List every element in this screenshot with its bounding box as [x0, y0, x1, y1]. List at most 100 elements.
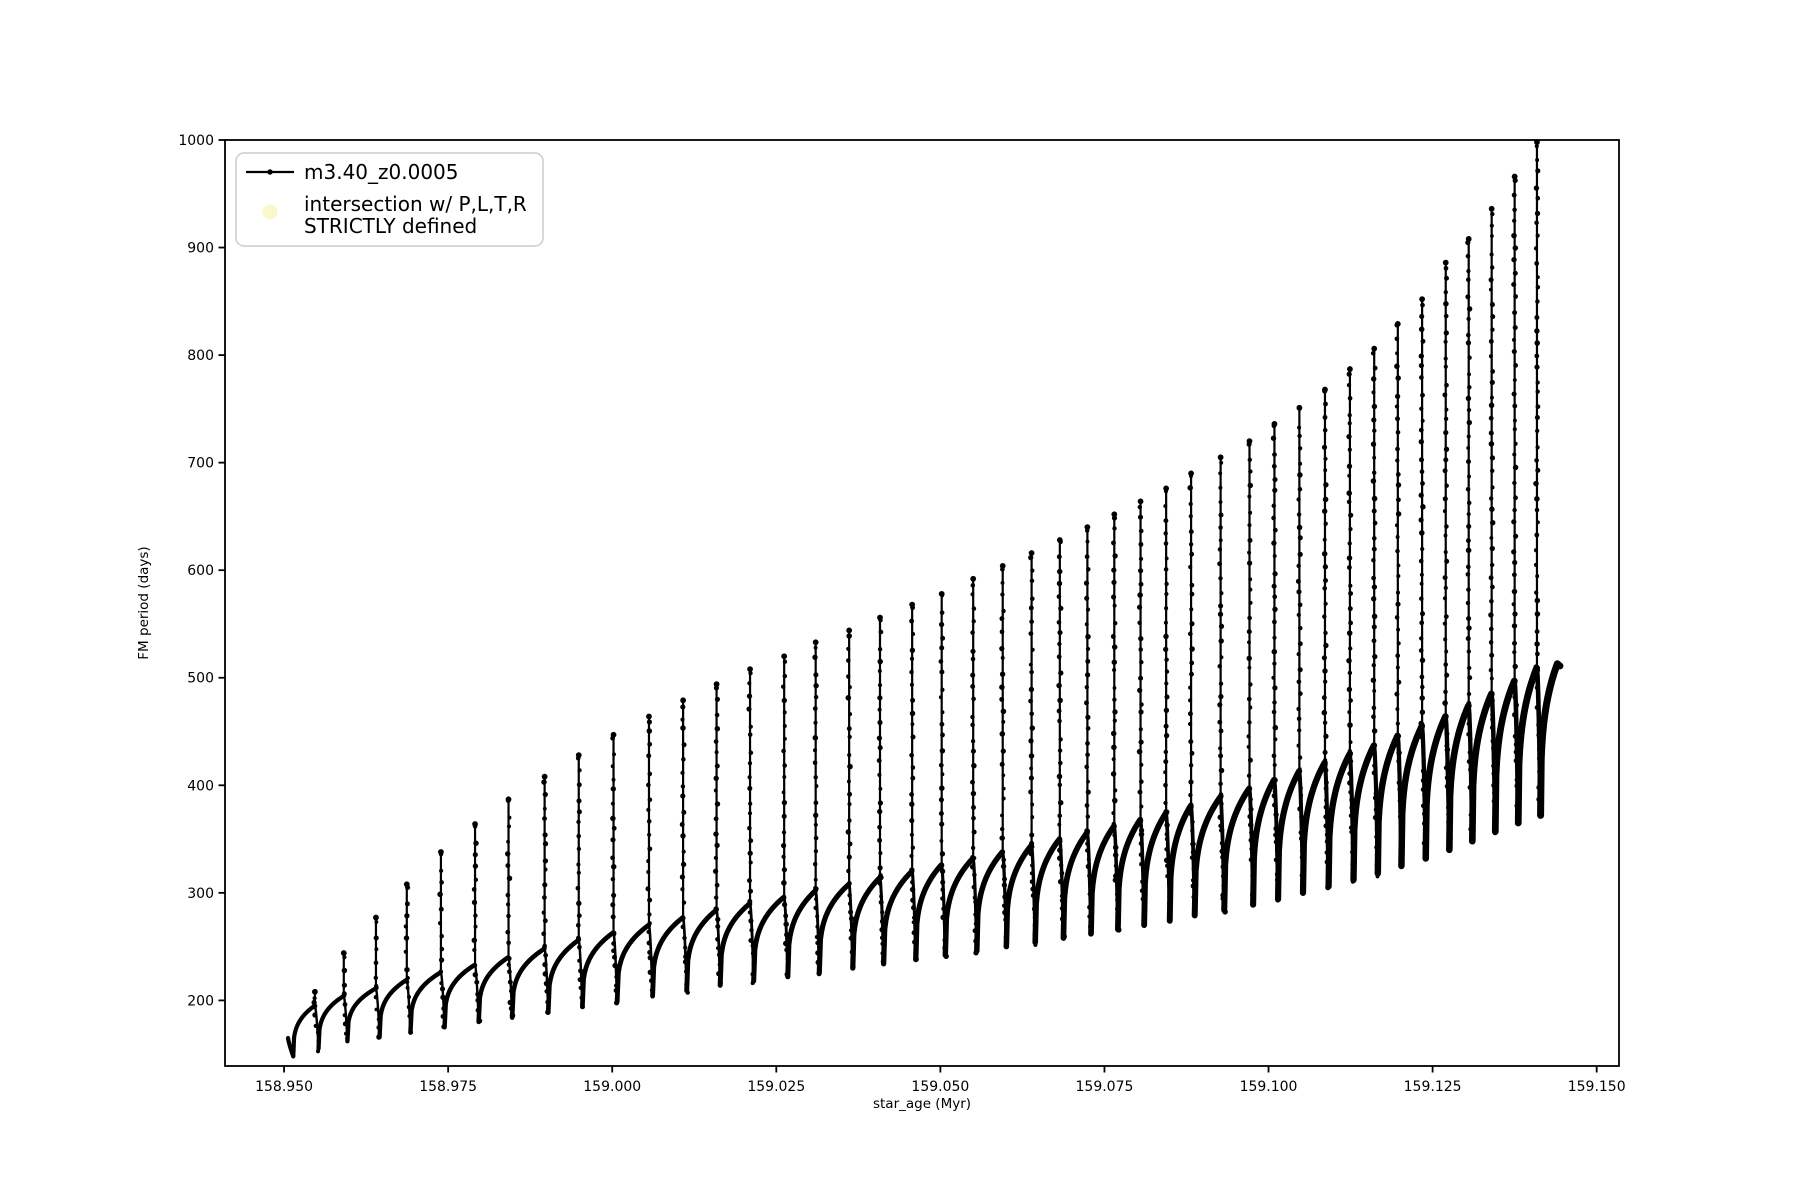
series-marker-dot — [1394, 363, 1400, 370]
series-spike-tip-dot — [999, 562, 1006, 569]
series-marker-dot — [1272, 554, 1277, 558]
series-marker-dot — [1001, 796, 1006, 801]
series-marker-dot — [1247, 482, 1254, 489]
series-marker-dot — [1490, 369, 1495, 374]
series-marker-dot — [1324, 780, 1329, 785]
series-marker-dot — [1488, 415, 1494, 421]
series-marker-dot — [576, 937, 582, 942]
series-marker-dot — [646, 819, 652, 824]
series-marker-dot — [1419, 695, 1425, 701]
series-marker-dot — [712, 868, 719, 874]
series-marker-dot — [1111, 659, 1118, 665]
series-marker-dot — [1188, 501, 1193, 507]
series-marker-dot — [910, 879, 915, 885]
series-marker-dot — [541, 910, 546, 915]
series-marker-dot — [472, 852, 478, 858]
series-marker-dot — [1001, 773, 1006, 778]
series-marker-dot — [1271, 709, 1277, 715]
series-marker-dot — [1246, 441, 1252, 447]
series-marker-dot — [1138, 581, 1144, 587]
series-marker-dot — [749, 928, 754, 933]
series-marker-dot — [1535, 285, 1541, 290]
series-marker-dot — [575, 922, 581, 928]
series-marker-dot — [746, 693, 753, 699]
series-marker-dot — [505, 863, 511, 869]
series-marker-dot — [1419, 469, 1425, 475]
series-marker-dot — [682, 935, 687, 941]
series-marker-dot — [1000, 813, 1004, 818]
series-marker-dot — [877, 707, 882, 712]
series-marker-dot — [1488, 402, 1495, 409]
series-marker-dot — [1466, 691, 1472, 697]
series-marker-dot — [877, 745, 883, 751]
series-marker-dot — [1395, 351, 1399, 356]
series-marker-dot — [680, 915, 685, 920]
series-marker-dot — [1028, 686, 1035, 693]
series-marker-dot — [1272, 777, 1278, 782]
series-marker-dot — [1489, 506, 1495, 512]
series-marker-dot — [1001, 786, 1006, 791]
series-marker-dot — [680, 770, 685, 775]
series-marker-dot — [612, 962, 618, 969]
series-marker-dot — [970, 779, 975, 785]
series-marker-dot — [909, 818, 915, 824]
series-marker-dot — [1029, 619, 1034, 625]
series-marker-dot — [373, 935, 379, 941]
series-marker-dot — [542, 832, 548, 838]
series-marker-dot — [506, 913, 511, 919]
series-marker-dot — [610, 902, 616, 908]
series-marker-dot — [1217, 561, 1223, 567]
series-marker-dot — [1164, 591, 1169, 597]
series-marker-dot — [999, 731, 1006, 737]
series-marker-dot — [1218, 603, 1224, 609]
series-spike-tip-dot — [1419, 296, 1426, 303]
series-marker-dot — [1217, 611, 1224, 617]
series-marker-dot — [1442, 575, 1448, 581]
series-marker-dot — [940, 879, 946, 885]
series-marker-dot — [1443, 339, 1448, 344]
series-marker-dot — [680, 717, 685, 722]
series-marker-dot — [1323, 456, 1328, 461]
series-marker-dot — [1534, 629, 1540, 635]
series-marker-dot — [1371, 390, 1376, 395]
series-marker-dot — [1138, 779, 1144, 785]
series-marker-dot — [1371, 546, 1377, 552]
series-marker-dot — [1490, 485, 1495, 490]
series-marker-dot — [1271, 515, 1276, 521]
series-marker-dot — [939, 838, 944, 843]
series-marker-dot — [910, 605, 916, 611]
series-marker-dot — [1533, 185, 1540, 191]
series-marker-dot — [1163, 732, 1170, 739]
series-marker-dot — [1137, 514, 1144, 520]
series-marker-dot — [1419, 406, 1424, 411]
series-marker-dot — [1419, 375, 1424, 380]
series-marker-dot — [1137, 592, 1143, 598]
series-marker-dot — [813, 835, 819, 841]
series-marker-dot — [1272, 700, 1277, 705]
series-marker-dot — [1488, 277, 1494, 283]
series-marker-dot — [1420, 302, 1425, 308]
series-marker-dot — [1467, 355, 1472, 360]
series-marker-dot — [1443, 585, 1448, 590]
series-marker-dot — [1001, 608, 1006, 614]
series-marker-dot — [1348, 583, 1353, 588]
series-marker-dot — [1465, 395, 1472, 402]
series-marker-dot — [1271, 675, 1276, 680]
series-marker-dot — [714, 763, 720, 769]
series-arc — [974, 849, 1006, 954]
series-marker-dot — [647, 771, 653, 777]
series-marker-dot — [1297, 755, 1303, 760]
series-marker-dot — [1444, 483, 1449, 488]
series-marker-dot — [1297, 406, 1302, 411]
series-marker-dot — [1111, 757, 1116, 762]
series-marker-dot — [1272, 487, 1278, 493]
series-marker-dot — [877, 669, 882, 674]
series-marker-dot — [909, 853, 914, 859]
series-marker-dot — [612, 752, 616, 757]
series-marker-dot — [405, 979, 410, 985]
series-marker-dot — [1395, 497, 1401, 503]
series-marker-dot — [846, 646, 851, 652]
series-marker-dot — [1217, 814, 1223, 820]
series-marker-dot — [1085, 789, 1091, 795]
series-marker-dot — [1513, 702, 1519, 708]
